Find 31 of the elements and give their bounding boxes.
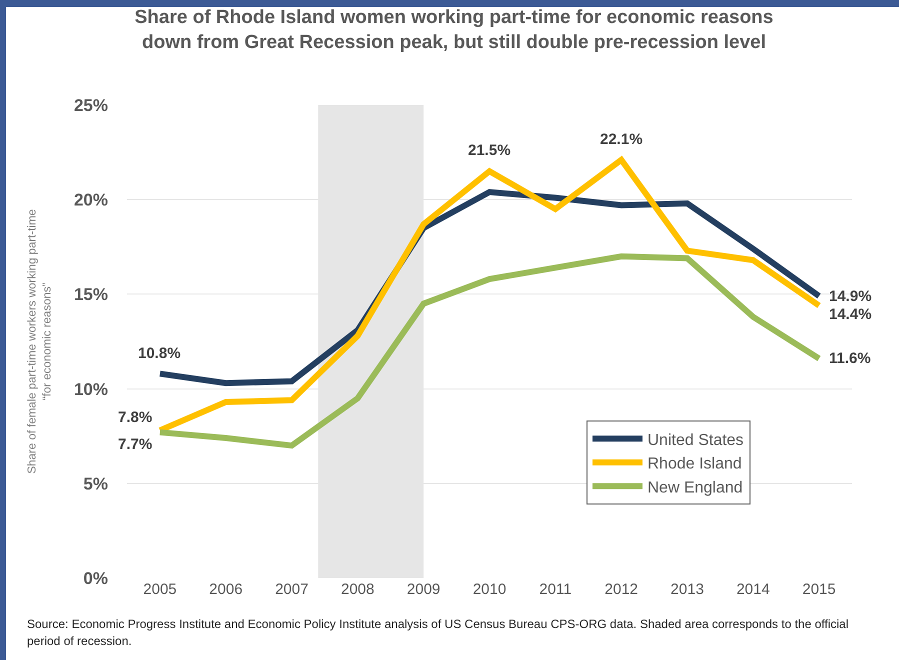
- chart-title: Share of Rhode Island women working part-time for economic reasons down from Great Recession peak, but still double pre-recession level: [134, 7, 774, 53]
- data-label: 10.8%: [138, 345, 181, 362]
- data-label: 14.9%: [829, 288, 872, 305]
- legend-label: United States: [648, 432, 744, 449]
- y-tick-label: 15%: [74, 285, 108, 304]
- legend-label: New England: [648, 479, 743, 496]
- source-note: Source: Economic Progress Institute and Economic Policy Institute analysis of US Census Bureau CPS-ORG data. Shaded area corresponds to the official period of recession.: [27, 616, 850, 650]
- data-label: 14.4%: [829, 306, 872, 323]
- data-label: 21.5%: [468, 142, 511, 159]
- data-label: 7.8%: [118, 409, 152, 426]
- x-tick-label: 2010: [472, 581, 506, 598]
- data-label: 22.1%: [600, 131, 643, 148]
- y-axis-title: Share of female part-time workers working part-time “for economic reasons”: [26, 209, 54, 474]
- y-tick-label: 20%: [74, 190, 108, 210]
- data-label: 11.6%: [829, 350, 871, 367]
- legend-label: Rhode Island: [648, 456, 742, 473]
- x-tick-label: 2006: [209, 581, 243, 598]
- x-tick-label: 2005: [143, 581, 177, 598]
- x-tick-label: 2015: [802, 581, 836, 598]
- y-tick-label: 0%: [83, 568, 108, 588]
- y-tick-label: 5%: [83, 474, 108, 494]
- x-tick-label: 2011: [539, 581, 572, 598]
- x-tick-label: 2014: [736, 581, 770, 598]
- x-tick-label: 2012: [604, 581, 638, 598]
- x-tick-label: 2013: [670, 581, 704, 598]
- y-tick-label: 10%: [74, 380, 108, 399]
- x-tick-label: 2009: [406, 581, 440, 598]
- data-label: 7.7%: [118, 436, 152, 453]
- x-tick-label: 2007: [275, 581, 308, 598]
- x-tick-label: 2008: [340, 581, 374, 598]
- y-tick-label: 25%: [74, 96, 108, 115]
